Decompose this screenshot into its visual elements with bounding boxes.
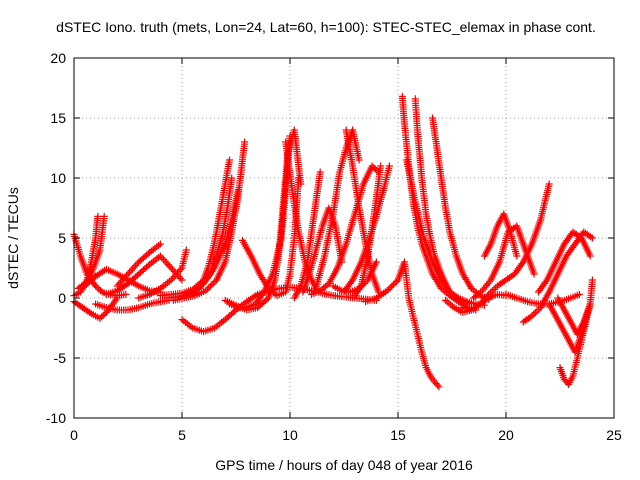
series-markers <box>480 210 521 260</box>
series-markers <box>362 258 443 391</box>
y-tick-label: 0 <box>58 290 66 306</box>
data-markers <box>70 92 596 391</box>
y-tick-label: 5 <box>58 230 66 246</box>
x-tick-label: 25 <box>606 427 622 443</box>
series-markers <box>102 252 186 298</box>
series-34 <box>480 210 521 260</box>
y-tick-label: 10 <box>50 170 66 186</box>
series-25 <box>351 162 385 300</box>
series-8 <box>135 246 190 302</box>
series-markers <box>238 174 303 300</box>
series-30 <box>403 156 488 309</box>
series-markers <box>135 246 190 302</box>
series-markers <box>290 168 324 302</box>
series-markers <box>92 296 173 314</box>
series-markers <box>299 204 346 296</box>
x-tick-label: 5 <box>178 427 186 443</box>
x-tick-label: 10 <box>282 427 298 443</box>
series-12 <box>178 186 242 301</box>
x-axis-label: GPS time / hours of day 048 of year 2016 <box>215 457 473 473</box>
series-5 <box>92 296 173 314</box>
series-markers <box>470 222 538 302</box>
series-39 <box>545 300 592 356</box>
axis-ticks: 0 5 10 15 20 25 -10 -5 0 5 10 15 20 <box>46 50 622 443</box>
series-markers <box>403 156 488 309</box>
series-markers <box>429 114 493 303</box>
y-tick-label: 20 <box>50 50 66 66</box>
y-axis-label: dSTEC / TECUs <box>5 187 21 289</box>
series-markers <box>545 300 592 356</box>
series-markers <box>351 162 385 300</box>
y-tick-label: -10 <box>46 410 66 426</box>
x-tick-label: 0 <box>70 427 78 443</box>
series-6 <box>102 252 186 298</box>
x-tick-label: 15 <box>390 427 406 443</box>
series-15 <box>238 174 303 300</box>
series-18 <box>290 168 324 302</box>
series-7 <box>113 240 164 290</box>
series-markers <box>519 228 596 326</box>
chart-title: dSTEC Iono. truth (mets, Lon=24, Lat=60,… <box>56 19 596 35</box>
series-40 <box>554 294 594 338</box>
series-markers <box>178 186 242 301</box>
series-markers <box>534 228 594 296</box>
series-36 <box>519 228 596 326</box>
series-33 <box>470 222 538 302</box>
series-29 <box>429 114 493 303</box>
series-markers <box>113 240 164 290</box>
x-tick-label: 20 <box>498 427 514 443</box>
series-markers <box>554 294 594 338</box>
series-26 <box>362 258 443 391</box>
series-19 <box>299 204 346 296</box>
y-tick-label: -5 <box>54 350 67 366</box>
y-tick-label: 15 <box>50 110 66 126</box>
series-37 <box>534 228 594 296</box>
